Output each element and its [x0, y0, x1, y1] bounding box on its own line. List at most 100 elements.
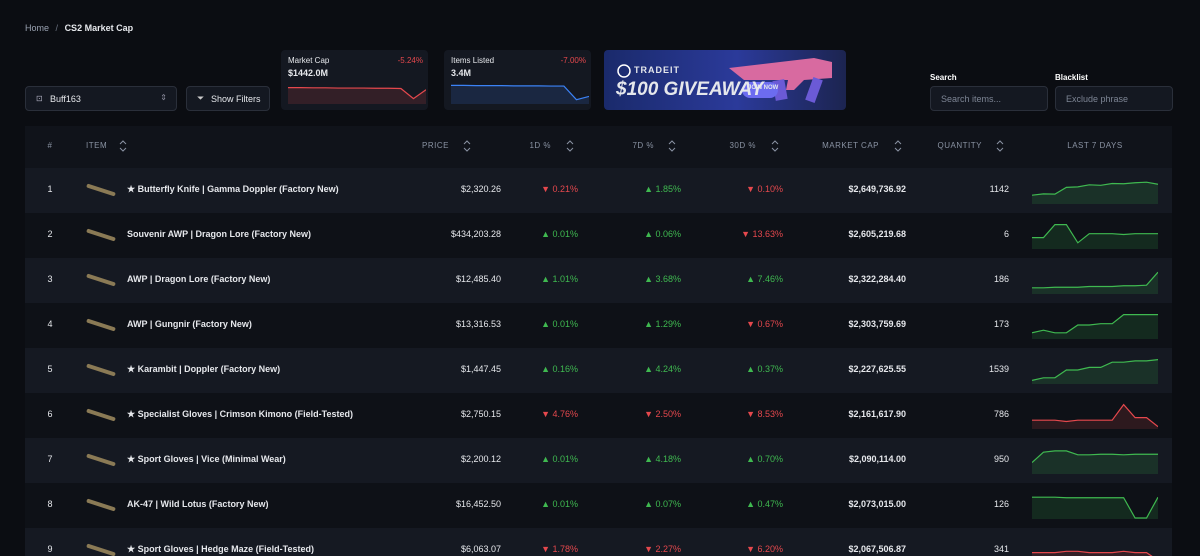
row-sparkline-area: [1032, 272, 1158, 294]
sort-chevrons: [668, 140, 676, 152]
market-cap: $2,322,284.40: [848, 274, 906, 284]
row-sparkline-line: [1032, 271, 1158, 289]
row-sparkline-area: [1032, 551, 1152, 556]
market-cap: $2,090,114.00: [848, 454, 906, 464]
table-row[interactable]: 7 ★ Sport Gloves | Vice (Minimal Wear) $2,…: [25, 438, 1172, 483]
column-header[interactable]: 30D %: [729, 141, 756, 150]
d30: ▲ 0.70%: [746, 454, 783, 464]
blacklist-label: Blacklist: [1055, 73, 1088, 82]
table-row[interactable]: 5 ★ Karambit | Doppler (Factory New) $1,44…: [25, 348, 1172, 393]
item-icon-shape: [86, 498, 116, 512]
d30: ▼ 6.20%: [746, 544, 783, 554]
quantity: 950: [993, 454, 1009, 464]
select-icon: ⊡: [36, 94, 43, 103]
d30: ▼ 0.67%: [746, 319, 783, 329]
blacklist-placeholder: Exclude phrase: [1066, 94, 1129, 104]
stat-sparkline: [288, 87, 426, 104]
rank: 8: [47, 499, 53, 509]
filter-button[interactable]: ⏷ Show Filters: [186, 86, 270, 111]
source-select[interactable]: ⊡ Buff163 ⇕: [25, 86, 177, 111]
column-header[interactable]: QUANTITY: [937, 141, 982, 150]
stat-change: -5.24%: [397, 56, 423, 65]
column-header[interactable]: PRICE: [422, 141, 449, 150]
d1: ▲ 1.01%: [541, 274, 578, 284]
column-header: #: [47, 141, 53, 150]
sort-icon: [771, 140, 779, 152]
sort-icon: [894, 140, 902, 152]
stat-label: Market Cap: [288, 56, 330, 65]
table-row[interactable]: 8 AK-47 | Wild Lotus (Factory New) $16,452…: [25, 483, 1172, 528]
stat-sparkline-line: [451, 84, 589, 101]
price: $16,452.50: [455, 499, 501, 509]
search-input[interactable]: Search items...: [930, 86, 1048, 111]
column-header: LAST 7 DAYS: [1067, 141, 1123, 150]
rank: 4: [47, 319, 53, 329]
search-label: Search: [930, 73, 957, 82]
row-sparkline: [1032, 496, 1158, 519]
column-header[interactable]: ITEM: [86, 141, 108, 150]
item-icon: [86, 498, 116, 512]
sort-chevrons: [463, 140, 471, 152]
d30: ▼ 0.10%: [746, 184, 783, 194]
row-sparkline: [1032, 224, 1158, 249]
item-icon: [86, 183, 116, 197]
d1: ▲ 0.01%: [541, 499, 578, 509]
banner-art: [617, 58, 832, 103]
table-row[interactable]: 4 AWP | Gungnir (Factory New) $13,316.53 ▲ …: [25, 303, 1172, 348]
market-cap: $2,649,736.92: [848, 184, 906, 194]
d30: ▲ 0.37%: [746, 364, 783, 374]
item-icon: [86, 543, 116, 556]
market-cap: $2,067,506.87: [848, 544, 906, 554]
item-icon-shape: [86, 318, 116, 332]
stat-value: $1442.0M: [288, 68, 329, 78]
market-cap: $2,161,617.90: [848, 409, 906, 419]
row-sparkline-line: [1032, 359, 1158, 381]
row-sparkline-area: [1032, 182, 1158, 204]
rank: 1: [47, 184, 53, 194]
item: AK-47 | Wild Lotus (Factory New): [127, 499, 269, 509]
filter-label: Show Filters: [211, 94, 261, 104]
breadcrumb-home[interactable]: Home: [25, 23, 50, 33]
table-row[interactable]: 3 AWP | Dragon Lore (Factory New) $12,485.…: [25, 258, 1172, 303]
table-row[interactable]: 1 ★ Butterfly Knife | Gamma Doppler (Fact…: [25, 168, 1172, 213]
d30: ▼ 13.63%: [741, 229, 783, 239]
row-sparkline-area: [1032, 314, 1158, 339]
item: ★ Specialist Gloves | Crimson Kimono (Fi…: [127, 409, 353, 419]
banner-cta[interactable]: JOIN NOW: [748, 85, 779, 91]
item-icon-shape: [86, 273, 116, 287]
item-icon-shape: [86, 183, 116, 197]
price: $434,203.28: [450, 229, 501, 239]
table-row[interactable]: 2 Souvenir AWP | Dragon Lore (Factory New…: [25, 213, 1172, 258]
quantity: 6: [1003, 229, 1009, 239]
quantity: 186: [993, 274, 1009, 284]
column-header[interactable]: 7D %: [632, 141, 654, 150]
table-row[interactable]: 9 ★ Sport Gloves | Hedge Maze (Field-Test…: [25, 528, 1172, 556]
row-sparkline: [1032, 314, 1158, 339]
ad-banner[interactable]: TRADEIT $100 GIVEAWAY JOIN NOW: [604, 50, 846, 110]
price: $2,320.26: [460, 184, 501, 194]
column-header[interactable]: MARKET CAP: [822, 141, 879, 150]
sort-icon: [463, 140, 471, 152]
row-sparkline-line: [1032, 181, 1158, 196]
item: ★ Butterfly Knife | Gamma Doppler (Facto…: [127, 184, 339, 194]
quantity: 1142: [989, 184, 1009, 194]
blacklist-input[interactable]: Exclude phrase: [1055, 86, 1173, 111]
row-sparkline: [1032, 550, 1153, 556]
select-value: Buff163: [50, 94, 81, 104]
price: $2,750.15: [460, 409, 501, 419]
breadcrumb-current: CS2 Market Cap: [64, 23, 134, 33]
quantity: 341: [993, 544, 1009, 554]
d7: ▲ 1.85%: [644, 184, 681, 194]
column-header[interactable]: 1D %: [529, 141, 551, 150]
market-table: # ITEM PRICE 1D % 7D % 30D % MARKET CAP QUANTIT…: [25, 126, 1172, 556]
d7: ▼ 2.50%: [644, 409, 681, 419]
breadcrumb-separator: /: [55, 23, 59, 33]
item-icon-shape: [86, 453, 116, 467]
table-row[interactable]: 6 ★ Specialist Gloves | Crimson Kimono (F…: [25, 393, 1172, 438]
stat-card: Items Listed -7.00% 3.4M: [444, 50, 591, 110]
row-sparkline-line: [1032, 550, 1153, 556]
sort-icon: [996, 140, 1004, 152]
sort-icon: [119, 140, 127, 152]
sort-icon: [566, 140, 574, 152]
item: Souvenir AWP | Dragon Lore (Factory New): [127, 229, 312, 239]
